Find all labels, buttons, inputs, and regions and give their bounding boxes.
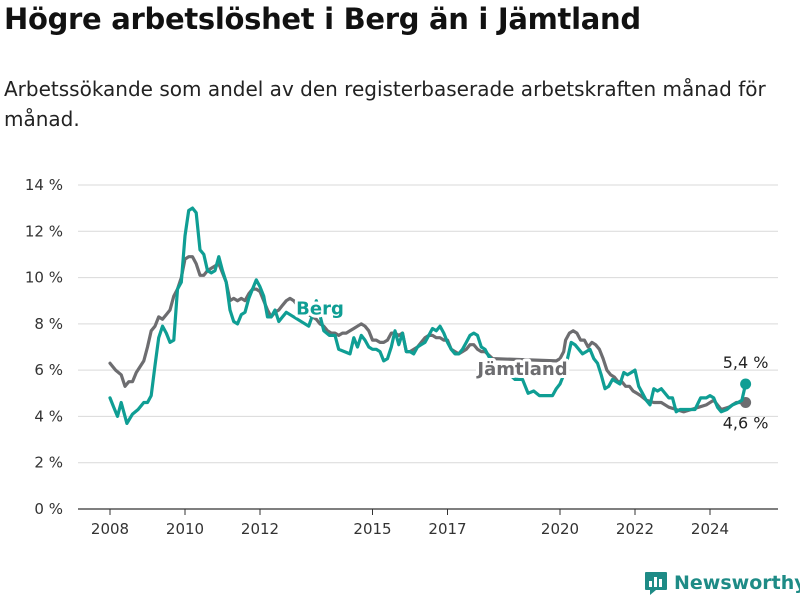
bar-chart-logo-icon [645,572,667,595]
y-tick-label: 6 % [34,361,63,379]
chart-subtitle: Arbetssökande som andel av den registerb… [4,77,766,131]
y-tick-label: 12 % [25,222,63,240]
berg-line [108,206,748,425]
newsworthy-logo[interactable]: Newsworthy [644,568,800,598]
y-tick-label: 8 % [34,315,63,333]
gridlines: 0 % 2 % 4 % 6 % 8 % 10 % 12 % 14 % [25,176,778,518]
x-tick-label: 2022 [616,520,654,538]
x-tick-label: 2012 [241,520,279,538]
y-tick-label: 4 % [34,407,63,425]
x-tick-label: 2015 [353,520,391,538]
series-labels: Berg Jämtland 5,4 % 4,6 % [293,296,769,433]
chart-title: Högre arbetslöshet i Berg än i Jämtland [4,2,641,36]
y-tick-label: 0 % [34,500,63,518]
x-axis: 2008 2010 2012 2015 2017 2020 2022 2024 [91,509,729,538]
berg-end-value-label: 5,4 % [723,353,769,372]
berg-end-point [740,378,752,390]
x-tick-label: 2008 [91,520,129,538]
series-label-jamtland: Jämtland [475,359,567,380]
x-tick-label: 2020 [541,520,579,538]
x-tick-label: 2024 [691,520,729,538]
y-tick-label: 2 % [34,454,63,472]
x-tick-label: 2017 [428,520,466,538]
y-tick-label: 14 % [25,176,63,194]
x-tick-label: 2010 [166,520,204,538]
jamtland-line [108,255,748,414]
series-label-berg: Berg [296,299,344,320]
y-tick-label: 10 % [25,269,63,287]
series-berg [108,206,752,425]
jamtland-end-value-label: 4,6 % [723,414,769,433]
brand-name: Newsworthy [674,572,800,594]
